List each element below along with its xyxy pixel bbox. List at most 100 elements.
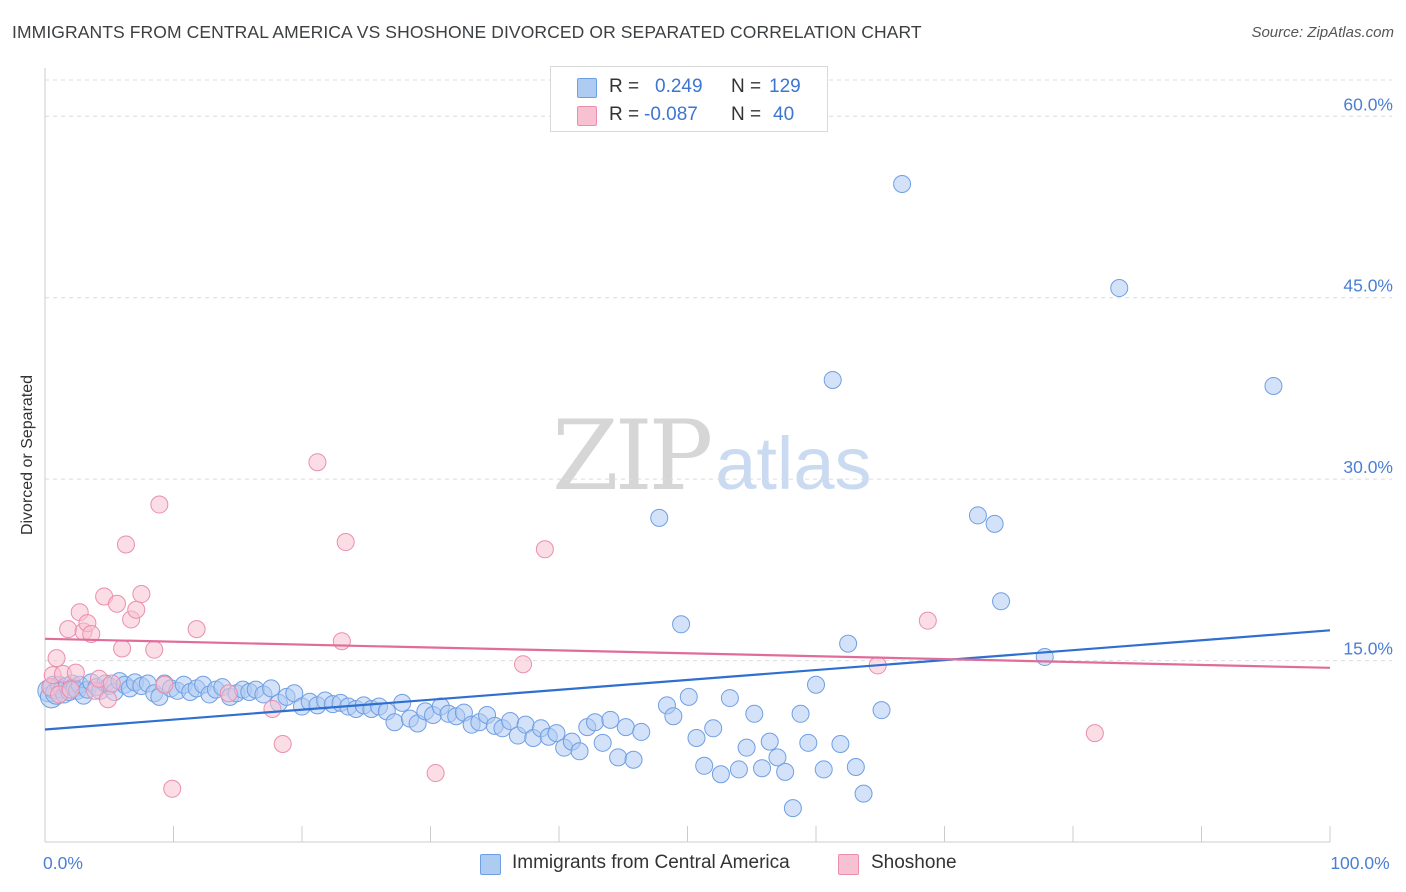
legend-row-shoshone: R = -0.087 N = 40 xyxy=(551,101,827,131)
legend-swatch-blue xyxy=(577,78,597,98)
point-central-america xyxy=(624,750,643,769)
point-central-america xyxy=(593,733,612,752)
legend-label: Immigrants from Central America xyxy=(512,852,790,873)
point-central-america xyxy=(695,756,714,775)
point-central-america xyxy=(616,718,635,737)
point-central-america xyxy=(985,514,1004,533)
point-central-america xyxy=(737,738,756,757)
point-shoshone xyxy=(66,663,85,682)
point-shoshone xyxy=(273,735,292,754)
point-shoshone xyxy=(514,655,533,674)
point-central-america xyxy=(679,687,698,706)
point-central-america xyxy=(783,799,802,818)
legend-item-central-america: Immigrants from Central America xyxy=(480,852,790,875)
legend-item-shoshone: Shoshone xyxy=(838,852,957,875)
legend-n-label: N = xyxy=(731,104,762,125)
series-shoshone-points xyxy=(41,453,1104,798)
point-central-america xyxy=(711,765,730,784)
point-central-america xyxy=(650,508,669,527)
x-tick-label: 0.0% xyxy=(43,853,83,873)
point-central-america xyxy=(632,722,651,741)
legend-n-value: 40 xyxy=(773,104,795,125)
legend-r-value: 0.249 xyxy=(655,76,703,97)
point-shoshone xyxy=(918,611,937,630)
point-central-america xyxy=(814,760,833,779)
chart-title: IMMIGRANTS FROM CENTRAL AMERICA VS SHOSH… xyxy=(12,22,922,42)
watermark-atlas: atlas xyxy=(715,422,872,505)
point-central-america xyxy=(799,733,818,752)
point-central-america xyxy=(687,728,706,747)
source-credit: Source: ZipAtlas.com xyxy=(1251,24,1394,41)
point-central-america xyxy=(823,370,842,389)
point-shoshone xyxy=(1085,724,1104,743)
legend-n-label: N = xyxy=(731,76,762,97)
point-central-america xyxy=(704,719,723,738)
point-central-america xyxy=(760,732,779,751)
point-central-america xyxy=(1110,279,1129,298)
point-shoshone xyxy=(150,495,169,514)
point-shoshone xyxy=(219,684,238,703)
legend-swatch-pink xyxy=(577,106,597,126)
y-tick-label: 60.0% xyxy=(1343,94,1393,114)
point-shoshone xyxy=(127,600,146,619)
legend-r-label: R = xyxy=(609,76,640,97)
point-shoshone xyxy=(187,620,206,639)
point-central-america xyxy=(547,724,566,743)
point-shoshone xyxy=(308,453,327,472)
gridlines xyxy=(45,79,1392,662)
point-central-america xyxy=(807,675,825,694)
point-central-america xyxy=(262,679,281,698)
x-tick-label: 100.0% xyxy=(1330,853,1389,873)
point-central-america xyxy=(839,634,858,653)
point-central-america xyxy=(385,713,404,732)
tick-labels: 15.0% 30.0% 45.0% 60.0% 0.0% 100.0% xyxy=(43,94,1393,873)
trend-lines xyxy=(44,629,1331,731)
point-shoshone xyxy=(163,779,182,798)
point-central-america xyxy=(768,748,787,767)
point-shoshone xyxy=(113,639,132,658)
legend-row-central-america: R = 0.249 N = 129 xyxy=(551,73,827,103)
point-central-america xyxy=(992,592,1011,611)
series-central-america-points xyxy=(37,175,1283,818)
legend-swatch-blue xyxy=(480,854,501,875)
point-central-america xyxy=(846,758,865,777)
point-central-america xyxy=(854,784,873,803)
point-shoshone xyxy=(263,699,282,718)
trend-line-shoshone xyxy=(44,637,1331,669)
point-shoshone xyxy=(47,649,66,668)
point-shoshone xyxy=(145,640,164,659)
point-central-america xyxy=(968,506,987,525)
correlation-legend: R = 0.249 N = 129 R = -0.087 N = 40 xyxy=(550,66,828,132)
point-central-america xyxy=(893,175,912,194)
point-shoshone xyxy=(82,624,101,643)
point-central-america xyxy=(776,762,795,781)
point-shoshone xyxy=(535,540,554,559)
y-tick-label: 15.0% xyxy=(1343,639,1393,659)
point-central-america xyxy=(729,760,748,779)
point-shoshone xyxy=(61,680,80,699)
point-central-america xyxy=(872,701,891,720)
point-shoshone xyxy=(155,675,174,694)
point-central-america xyxy=(609,748,628,767)
point-central-america xyxy=(672,615,691,634)
point-central-america xyxy=(664,707,683,726)
watermark: ZIPatlas xyxy=(552,400,872,512)
point-central-america xyxy=(285,684,304,703)
point-shoshone xyxy=(132,585,151,604)
point-central-america xyxy=(1264,377,1283,396)
point-shoshone xyxy=(102,674,121,693)
y-tick-label: 30.0% xyxy=(1343,457,1393,477)
axes xyxy=(44,68,1331,843)
point-central-america xyxy=(745,704,764,723)
point-central-america xyxy=(753,759,772,778)
trend-line-central-america xyxy=(44,629,1331,731)
legend-n-value: 129 xyxy=(769,76,801,97)
point-central-america xyxy=(570,742,589,761)
point-central-america xyxy=(585,713,604,732)
point-central-america xyxy=(831,735,850,754)
point-shoshone xyxy=(98,690,117,709)
point-shoshone xyxy=(332,632,351,651)
point-shoshone xyxy=(116,535,135,554)
legend-swatch-pink xyxy=(838,854,859,875)
